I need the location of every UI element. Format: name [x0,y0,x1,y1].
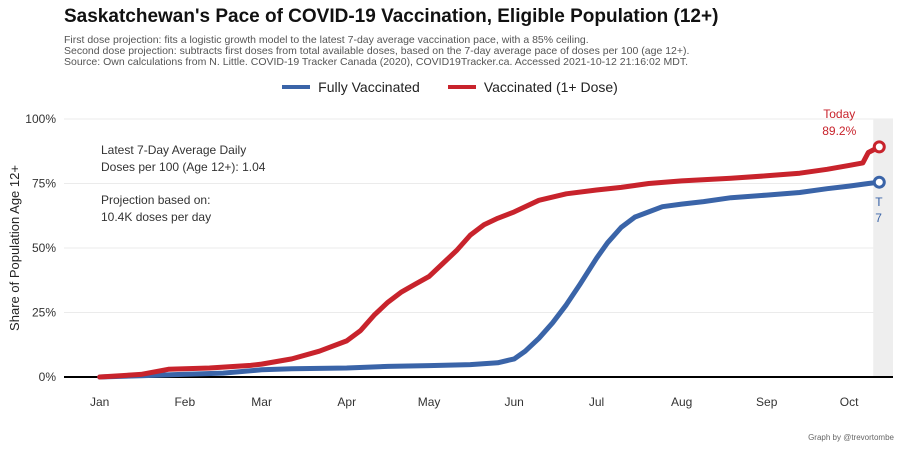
subtitle-line-1: First dose projection: fits a logistic g… [64,34,589,46]
x-tick-label-feb: Feb [174,395,195,409]
grid-lines [64,118,893,378]
legend-swatch-fully [282,85,311,89]
end-labels: Today 89.2% T 7 [822,107,883,225]
series-line-first-dose [97,144,882,380]
x-tick-label-mar: Mar [251,395,272,409]
today-band [873,119,893,377]
x-tick-label-sep: Sep [756,395,778,409]
x-tick-label-jul: Jul [589,395,604,409]
chart-title: Saskatchewan's Pace of COVID-19 Vaccinat… [64,6,719,27]
y-axis-label: Share of Population Age 12+ [7,165,22,331]
annotation-line-3: Projection based on: [101,193,210,207]
legend-swatch-first [447,85,476,89]
chart-legend: Fully Vaccinated Vaccinated (1+ Dose) [0,79,900,95]
y-tick-label-2: 50% [32,241,56,255]
series-lines [97,140,886,380]
graph-credit: Graph by @trevortombe [808,433,894,442]
legend-item-fully: Fully Vaccinated [282,79,420,95]
legend-item-first: Vaccinated (1+ Dose) [447,79,618,95]
x-tick-label-jan: Jan [90,395,109,409]
y-tick-label-0: 0% [39,370,57,384]
legend-label-fully: Fully Vaccinated [318,79,420,95]
end-label-fully-line1: T [875,195,883,209]
x-tick-label-aug: Aug [671,395,692,409]
end-label-first-line2: 89.2% [822,124,856,138]
y-tick-label-3: 75% [32,177,56,191]
x-tick-label-apr: Apr [337,395,356,409]
legend-label-first: Vaccinated (1+ Dose) [483,79,618,95]
subtitle-line-2: Second dose projection: subtracts first … [64,45,690,57]
series-line-first-dose-endpoint [872,140,886,154]
x-tick-label-oct: Oct [840,395,859,409]
x-tick-label-may: May [418,395,441,409]
subtitle-line-3: Source: Own calculations from N. Little.… [64,56,689,68]
x-tick-label-jun: Jun [505,395,524,409]
y-axis-ticks: 0% 25% 50% 75% 100% [25,112,56,384]
x-axis-ticks: Jan Feb Mar Apr May Jun Jul Aug Sep Oct [90,395,859,409]
annotation-line-4: 10.4K doses per day [101,210,211,224]
annotation-line-1: Latest 7-Day Average Daily [101,143,246,157]
annotation-line-2: Doses per 100 (Age 12+): 1.04 [101,160,266,174]
series-line-fully-vaccinated [97,179,882,380]
y-tick-label-4: 100% [25,112,56,126]
series-line-fully-vaccinated-endpoint [872,175,886,189]
end-label-first-line1: Today [823,107,855,121]
y-tick-label-1: 25% [32,306,56,320]
end-label-fully-line2: 7 [875,211,882,225]
